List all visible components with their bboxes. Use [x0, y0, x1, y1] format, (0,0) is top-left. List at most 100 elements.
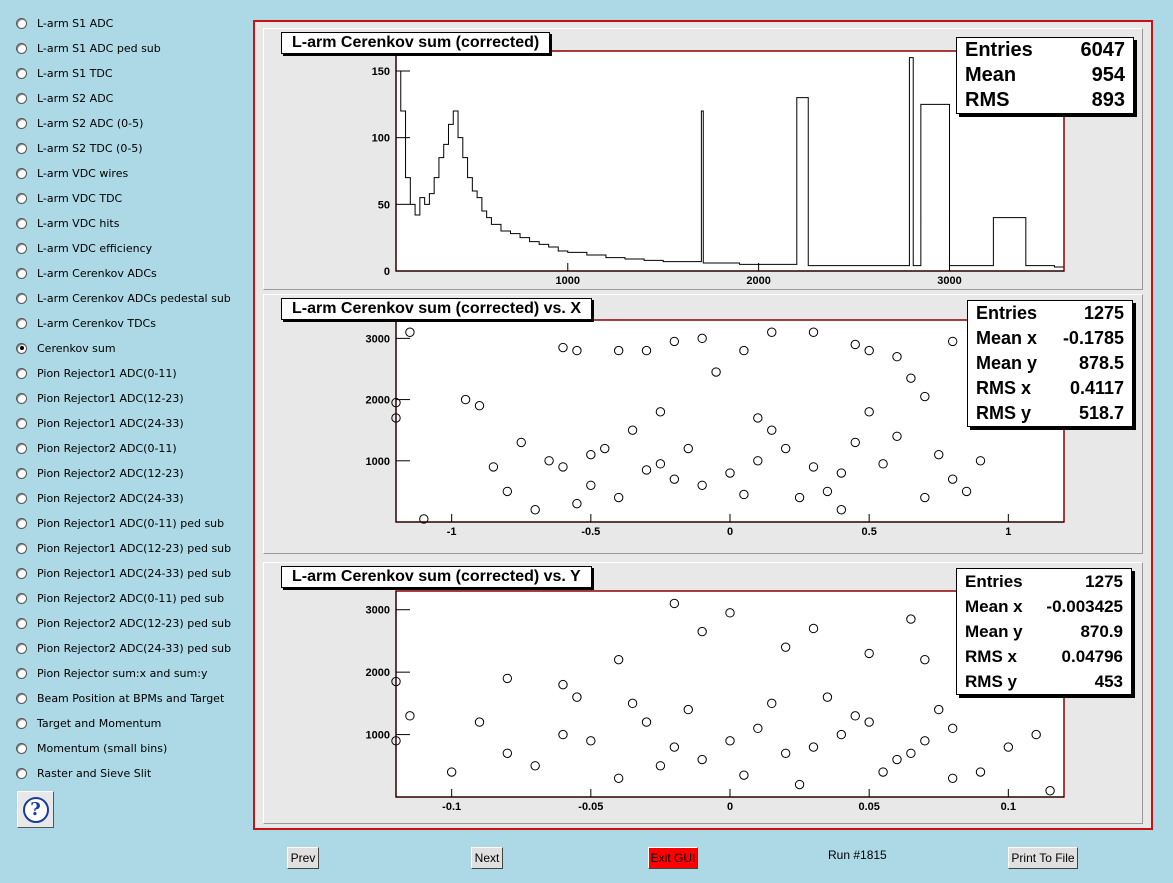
radio-option[interactable]: L-arm S2 TDC (0-5): [16, 138, 143, 158]
y-tick-label: 150: [372, 66, 390, 78]
radio-option[interactable]: Pion Rejector1 ADC(12-23): [16, 388, 184, 408]
scatter-point: [1003, 742, 1014, 752]
scatter-point: [794, 779, 805, 790]
scatter-point: [474, 400, 485, 411]
radio-option[interactable]: L-arm S2 ADC (0-5): [16, 113, 143, 133]
radio-button-icon[interactable]: [16, 292, 27, 304]
radio-option[interactable]: L-arm Cerenkov TDCs: [16, 313, 156, 333]
radio-button-icon[interactable]: [16, 117, 27, 129]
scatter-point: [655, 459, 666, 469]
radio-button-icon[interactable]: [16, 667, 27, 679]
stats-key: RMS x: [965, 647, 1017, 666]
radio-option[interactable]: Cerenkov sum: [16, 338, 116, 358]
stats-row: Entries 6047: [957, 38, 1133, 63]
stats-row: Mean x -0.003425: [957, 594, 1131, 619]
radio-button-icon[interactable]: [16, 617, 27, 629]
scatter-point: [808, 327, 819, 337]
prev-button[interactable]: Prev: [287, 847, 319, 869]
radio-label: Target and Momentum: [37, 716, 162, 730]
radio-option[interactable]: Pion Rejector2 ADC(0-11) ped sub: [16, 588, 224, 608]
x-tick-label: 1: [1005, 526, 1011, 538]
radio-option[interactable]: L-arm S1 ADC ped sub: [16, 38, 161, 58]
scatter-point: [739, 345, 749, 356]
radio-button-icon[interactable]: [16, 742, 27, 754]
stats-row: Mean y 878.5: [968, 351, 1132, 376]
scatter-point: [780, 748, 791, 759]
radio-button-icon[interactable]: [16, 542, 27, 554]
radio-button-icon[interactable]: [16, 217, 27, 229]
radio-option[interactable]: Pion Rejector1 ADC(0-11): [16, 363, 177, 383]
radio-label: Raster and Sieve Slit: [37, 766, 152, 780]
radio-button-icon[interactable]: [16, 242, 27, 254]
radio-button-icon[interactable]: [16, 42, 27, 54]
scatter-point: [460, 394, 471, 405]
radio-button-icon[interactable]: [16, 267, 27, 279]
radio-button-icon[interactable]: [16, 392, 27, 404]
radio-button-icon[interactable]: [16, 342, 27, 354]
radio-button-icon[interactable]: [16, 767, 27, 779]
radio-button-icon[interactable]: [16, 92, 27, 104]
radio-label: L-arm S2 ADC (0-5): [37, 116, 144, 130]
radio-option[interactable]: L-arm S2 ADC: [16, 88, 113, 108]
radio-option[interactable]: Beam Position at BPMs and Target: [16, 688, 224, 708]
radio-option[interactable]: L-arm VDC wires: [16, 163, 128, 183]
radio-button-icon[interactable]: [16, 67, 27, 79]
radio-button-icon[interactable]: [16, 442, 27, 454]
next-button[interactable]: Next: [471, 847, 503, 869]
x-tick-label: 0: [727, 801, 733, 813]
scatter-point: [739, 770, 749, 780]
radio-button-icon[interactable]: [16, 717, 27, 729]
help-button[interactable]: ?: [17, 791, 54, 828]
radio-button-icon[interactable]: [16, 142, 27, 154]
radio-option[interactable]: L-arm S1 ADC: [16, 13, 113, 33]
radio-button-icon[interactable]: [16, 167, 27, 179]
radio-option[interactable]: Pion Rejector1 ADC(24-33): [16, 413, 184, 433]
stats-value: 453: [1094, 672, 1123, 691]
radio-button-icon[interactable]: [16, 642, 27, 654]
radio-button-icon[interactable]: [16, 417, 27, 429]
radio-button-icon[interactable]: [16, 367, 27, 379]
radio-option[interactable]: Pion Rejector1 ADC(0-11) ped sub: [16, 513, 224, 533]
exit-gui-button[interactable]: Exit GUI: [648, 847, 698, 869]
scatter-point: [864, 717, 874, 727]
y-tick-label: 1000: [366, 730, 390, 742]
radio-option[interactable]: Pion Rejector2 ADC(12-23) ped sub: [16, 613, 231, 633]
scatter-point: [892, 431, 902, 442]
print-to-file-button[interactable]: Print To File: [1008, 847, 1078, 869]
radio-option[interactable]: Pion Rejector1 ADC(24-33) ped sub: [16, 563, 231, 583]
radio-label: Pion Rejector2 ADC(0-11) ped sub: [37, 591, 225, 605]
radio-button-icon[interactable]: [16, 192, 27, 204]
scatter-point: [739, 489, 749, 500]
radio-option[interactable]: L-arm S1 TDC: [16, 63, 113, 83]
radio-option[interactable]: Pion Rejector2 ADC(24-33) ped sub: [16, 638, 231, 658]
scatter-point: [558, 729, 568, 740]
radio-button-icon[interactable]: [16, 567, 27, 579]
radio-button-icon[interactable]: [16, 517, 27, 529]
stats-row: Mean x -0.1785: [968, 326, 1132, 351]
radio-option[interactable]: Target and Momentum: [16, 713, 161, 733]
stats-key: Mean x: [965, 597, 1023, 616]
radio-button-icon[interactable]: [16, 317, 27, 329]
radio-button-icon[interactable]: [16, 492, 27, 504]
radio-option[interactable]: L-arm VDC efficiency: [16, 238, 152, 258]
radio-option[interactable]: Pion Rejector sum:x and sum:y: [16, 663, 207, 683]
radio-option[interactable]: Pion Rejector2 ADC(12-23): [16, 463, 184, 483]
scatter-point: [836, 468, 847, 478]
radio-option[interactable]: L-arm Cerenkov ADCs: [16, 263, 157, 283]
scatter-point: [572, 692, 582, 702]
radio-button-icon[interactable]: [16, 467, 27, 479]
radio-option[interactable]: Pion Rejector2 ADC(24-33): [16, 488, 184, 508]
stats-value: 893: [1091, 89, 1125, 111]
radio-option[interactable]: Momentum (small bins): [16, 738, 167, 758]
radio-option[interactable]: Pion Rejector1 ADC(12-23) ped sub: [16, 538, 231, 558]
radio-option[interactable]: L-arm VDC TDC: [16, 188, 122, 208]
radio-button-icon[interactable]: [16, 17, 27, 29]
radio-option[interactable]: L-arm VDC hits: [16, 213, 119, 233]
radio-button-icon[interactable]: [16, 592, 27, 604]
radio-option[interactable]: L-arm Cerenkov ADCs pedestal sub: [16, 288, 231, 308]
radio-button-icon[interactable]: [16, 692, 27, 704]
y-tick-label: 0: [384, 266, 390, 278]
radio-option[interactable]: Pion Rejector2 ADC(0-11): [16, 438, 177, 458]
scatter-point: [641, 345, 652, 356]
radio-option[interactable]: Raster and Sieve Slit: [16, 763, 151, 783]
